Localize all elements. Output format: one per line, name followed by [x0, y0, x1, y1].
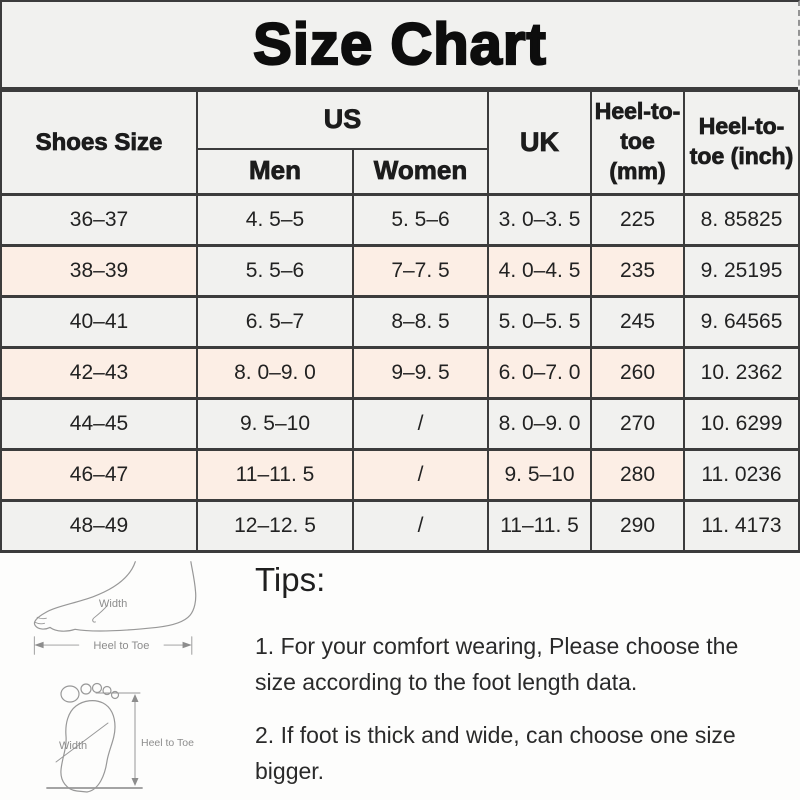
cell-us-women: /: [351, 396, 490, 451]
header-heel-to-toe-inch: Heel-to-toe (inch): [683, 90, 800, 195]
cell-us-men: 8. 0–9. 0: [196, 345, 354, 400]
cell-us-men: 5. 5–6: [196, 243, 354, 298]
header-men: Men: [196, 148, 354, 195]
tips-text-block: Tips: 1. For your comfort wearing, Pleas…: [255, 555, 783, 789]
cell-shoes-size: 46–47: [0, 447, 198, 502]
cell-uk: 9. 5–10: [487, 447, 593, 502]
table-row: 44–45 9. 5–10 / 8. 0–9. 0 270 10. 6299: [0, 396, 800, 451]
cell-uk: 3. 0–3. 5: [487, 192, 593, 247]
tip-item: 1. For your comfort wearing, Please choo…: [255, 633, 739, 696]
size-chart-table-area: Size Chart Shoes Size US UK Heel-to-toe …: [0, 0, 800, 553]
size-table-body: 36–37 4. 5–5 5. 5–6 3. 0–3. 5 225 8. 858…: [0, 192, 800, 553]
cell-us-men: 6. 5–7: [196, 294, 354, 349]
cell-heel-mm: 245: [590, 294, 686, 349]
cell-heel-inch: 11. 0236: [683, 447, 800, 502]
table-row: 36–37 4. 5–5 5. 5–6 3. 0–3. 5 225 8. 858…: [0, 192, 800, 247]
table-row: 42–43 8. 0–9. 0 9–9. 5 6. 0–7. 0 260 10.…: [0, 345, 800, 400]
cell-heel-inch: 11. 4173: [683, 498, 800, 553]
table-row: 38–39 5. 5–6 7–7. 5 4. 0–4. 5 235 9. 251…: [0, 243, 800, 298]
cell-heel-inch: 10. 6299: [683, 396, 800, 451]
size-table: Shoes Size US UK Heel-to-toe (mm) Heel-t…: [0, 90, 800, 553]
cell-shoes-size: 48–49: [0, 498, 198, 553]
tip-item: 2. If foot is thick and wide, can choose…: [255, 721, 736, 784]
cell-heel-inch: 8. 85825: [683, 192, 800, 247]
cell-heel-mm: 270: [590, 396, 686, 451]
table-row: 46–47 11–11. 5 / 9. 5–10 280 11. 0236: [0, 447, 800, 502]
cell-us-women: 9–9. 5: [351, 345, 490, 400]
width-label: Width: [99, 598, 127, 610]
cell-uk: 5. 0–5. 5: [487, 294, 593, 349]
header-shoes-size: Shoes Size: [0, 90, 198, 195]
cell-us-women: 7–7. 5: [351, 243, 490, 298]
footprint-measurement-icon: Width Heel to Toe: [30, 681, 230, 797]
cell-heel-inch: 10. 2362: [683, 345, 800, 400]
header-uk: UK: [487, 90, 593, 195]
cell-uk: 8. 0–9. 0: [487, 396, 593, 451]
cell-shoes-size: 36–37: [0, 192, 198, 247]
header-heel-to-toe-mm: Heel-to-toe (mm): [590, 90, 686, 195]
cell-shoes-size: 38–39: [0, 243, 198, 298]
heel-to-toe-label: Heel to Toe: [93, 640, 149, 652]
cell-us-women: /: [351, 498, 490, 553]
cell-heel-mm: 225: [590, 192, 686, 247]
foot-side-measurement-icon: Width Heel to Toe: [26, 557, 202, 659]
cell-us-men: 11–11. 5: [196, 447, 354, 502]
cell-heel-mm: 290: [590, 498, 686, 553]
tips-section: Width Heel to Toe Width Heel to Toe: [0, 553, 800, 800]
cell-us-women: 5. 5–6: [351, 192, 490, 247]
tips-heading: Tips:: [255, 561, 326, 598]
table-row: 48–49 12–12. 5 / 11–11. 5 290 11. 4173: [0, 498, 800, 553]
page-title: Size Chart: [0, 2, 798, 90]
cell-shoes-size: 40–41: [0, 294, 198, 349]
header-women: Women: [351, 148, 490, 195]
cell-heel-inch: 9. 25195: [683, 243, 800, 298]
cell-heel-mm: 280: [590, 447, 686, 502]
heel-to-toe-label: Heel to Toe: [141, 737, 194, 749]
cell-us-men: 4. 5–5: [196, 192, 354, 247]
size-table-header: Shoes Size US UK Heel-to-toe (mm) Heel-t…: [0, 90, 800, 195]
table-row: 40–41 6. 5–7 8–8. 5 5. 0–5. 5 245 9. 645…: [0, 294, 800, 349]
cell-uk: 6. 0–7. 0: [487, 345, 593, 400]
cell-shoes-size: 42–43: [0, 345, 198, 400]
cell-us-men: 9. 5–10: [196, 396, 354, 451]
cell-us-men: 12–12. 5: [196, 498, 354, 553]
cell-us-women: 8–8. 5: [351, 294, 490, 349]
cell-heel-mm: 260: [590, 345, 686, 400]
cell-uk: 11–11. 5: [487, 498, 593, 553]
cell-heel-mm: 235: [590, 243, 686, 298]
cell-heel-inch: 9. 64565: [683, 294, 800, 349]
cell-us-women: /: [351, 447, 490, 502]
width-label: Width: [59, 740, 87, 752]
header-us: US: [195, 90, 490, 150]
cell-uk: 4. 0–4. 5: [487, 243, 593, 298]
cell-shoes-size: 44–45: [0, 396, 198, 451]
